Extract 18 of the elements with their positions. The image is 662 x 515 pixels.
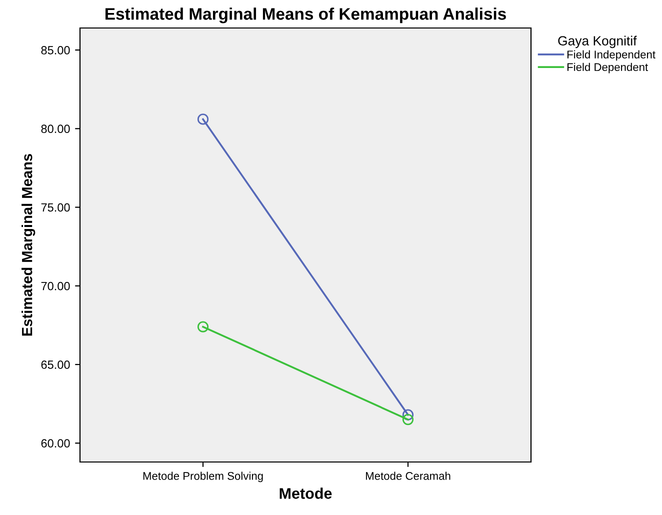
x-axis-title: Metode (280, 488, 332, 499)
y-axis-title: Estimated Marginal Means (22, 154, 36, 336)
legend-title: Gaya Kognitif (558, 36, 637, 48)
y-tick-label: 85.00 (41, 46, 70, 54)
y-tick-label: 70.00 (41, 282, 70, 290)
y-tick-label: 80.00 (41, 124, 70, 134)
chart-title: Estimated Marginal Means of Kemampuan Analisis (106, 8, 506, 24)
x-tick-label: Metode Ceramah (366, 472, 450, 480)
point (402, 414, 414, 426)
legend-label: Field Independent (567, 50, 656, 61)
legend-label: Field Dependent (567, 62, 648, 74)
y-tick-label: 75.00 (41, 203, 70, 212)
point (197, 321, 209, 332)
y-tick-label: 60.00 (41, 439, 70, 448)
x-tick-label: Metode Problem Solving (143, 472, 263, 482)
point (402, 409, 414, 420)
point (197, 114, 209, 125)
y-tick-label: 65.00 (41, 360, 70, 369)
